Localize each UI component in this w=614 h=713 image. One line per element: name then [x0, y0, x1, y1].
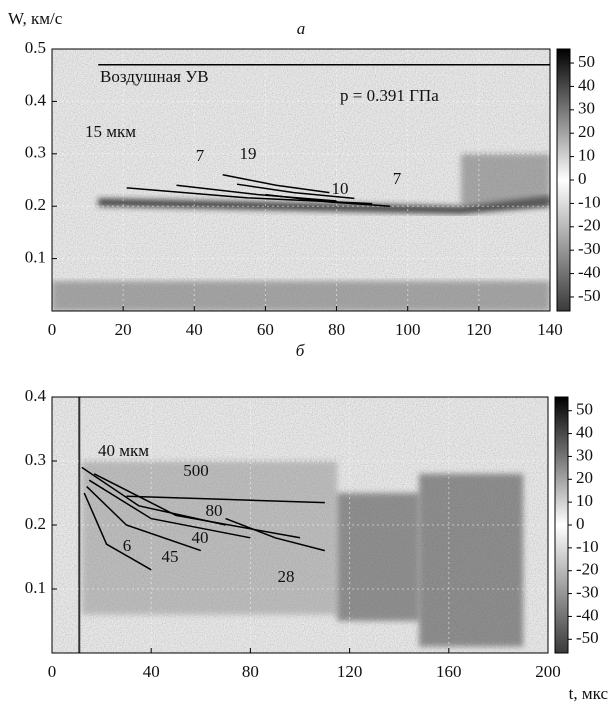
colorbar-tick-label: -40	[578, 262, 601, 281]
colorbar	[554, 396, 569, 654]
x-tick-label: 80	[242, 662, 259, 681]
curve	[265, 193, 390, 207]
texture	[461, 153, 550, 207]
curve	[93, 473, 301, 539]
colorbar-tick-label: 50	[576, 400, 593, 419]
panel-title: б	[296, 341, 305, 360]
curve-label: 19	[240, 144, 257, 163]
x-tick-label: 20	[115, 320, 132, 339]
colorbar-tick-label: -10	[578, 192, 601, 211]
curve-label: 7	[393, 169, 402, 188]
colorbar-tick-label: 40	[578, 75, 595, 94]
x-tick-label: 160	[436, 662, 462, 681]
curve-label: 6	[123, 536, 132, 555]
curve-label: 40 мкм	[98, 441, 149, 460]
colorbar	[556, 48, 571, 312]
colorbar-tick-label: 40	[576, 422, 593, 441]
y-tick-label: 0.5	[25, 38, 46, 57]
colorbar-tick-label: 30	[578, 99, 595, 118]
colorbar-tick-label: -30	[576, 582, 599, 601]
colorbar-tick-label: -30	[578, 239, 601, 258]
colorbar-tick-label: 0	[578, 169, 587, 188]
plot-area	[52, 49, 550, 311]
colorbar-tick-label: 50	[578, 52, 595, 71]
colorbar-tick-label: 20	[578, 122, 595, 141]
plot-frame	[51, 48, 551, 312]
x-tick-label: 140	[537, 320, 563, 339]
x-axis-label: t, мкс	[569, 684, 609, 703]
colorbar-tick-label: -40	[576, 605, 599, 624]
curve	[83, 492, 152, 571]
colorbar-tick-label: -50	[576, 628, 599, 647]
x-tick-label: 200	[535, 662, 561, 681]
curve-label: Воздушная УВ	[100, 67, 209, 86]
y-tick-label: 0.3	[25, 143, 46, 162]
x-tick-label: 40	[186, 320, 203, 339]
x-tick-label: 0	[48, 662, 57, 681]
x-tick-label: 40	[143, 662, 160, 681]
curve-label: 80	[206, 501, 223, 520]
x-tick-label: 60	[257, 320, 274, 339]
plot-area	[52, 397, 548, 653]
colorbar-tick-label: -20	[578, 216, 601, 235]
curve	[126, 495, 325, 504]
curve-label: 45	[162, 547, 179, 566]
y-tick-label: 0.4	[25, 90, 47, 109]
y-tick-label: 0.2	[25, 514, 46, 533]
curve-label: 15 мкм	[85, 122, 136, 141]
panel-title: a	[297, 19, 306, 38]
x-tick-label: 120	[466, 320, 492, 339]
curve	[222, 174, 330, 194]
colorbar-tick-label: 10	[578, 146, 595, 165]
texture	[98, 195, 550, 215]
texture	[419, 473, 524, 647]
x-tick-label: 100	[395, 320, 421, 339]
x-tick-label: 120	[337, 662, 363, 681]
annotation: p = 0.391 ГПа	[340, 86, 439, 105]
y-tick-label: 0.2	[25, 195, 46, 214]
colorbar-tick-label: 10	[576, 491, 593, 510]
texture	[337, 493, 420, 621]
curve-label: 40	[192, 528, 209, 547]
curve	[236, 183, 355, 200]
curve	[225, 517, 325, 552]
y-tick-label: 0.1	[25, 578, 46, 597]
texture	[52, 281, 550, 311]
curve	[88, 479, 251, 539]
colorbar-tick-label: -20	[576, 560, 599, 579]
curve-label: 10	[332, 179, 349, 198]
texture	[81, 461, 338, 615]
colorbar-tick-label: -50	[578, 286, 601, 305]
y-tick-label: 0.3	[25, 450, 46, 469]
x-tick-label: 80	[328, 320, 345, 339]
colorbar-tick-label: 20	[576, 468, 593, 487]
y-tick-label: 0.4	[25, 386, 47, 405]
y-tick-label: 0.1	[25, 248, 46, 267]
curve	[86, 486, 202, 552]
curve-label: 28	[278, 567, 295, 586]
curve-label: 500	[183, 461, 209, 480]
colorbar-tick-label: 30	[576, 445, 593, 464]
curve-label: 7	[196, 146, 205, 165]
colorbar-tick-label: -10	[576, 537, 599, 556]
colorbar-tick-label: 0	[576, 514, 585, 533]
curve	[176, 184, 337, 202]
x-tick-label: 0	[48, 320, 57, 339]
plot-frame	[51, 396, 549, 654]
y-axis-label: W, км/с	[8, 9, 63, 28]
